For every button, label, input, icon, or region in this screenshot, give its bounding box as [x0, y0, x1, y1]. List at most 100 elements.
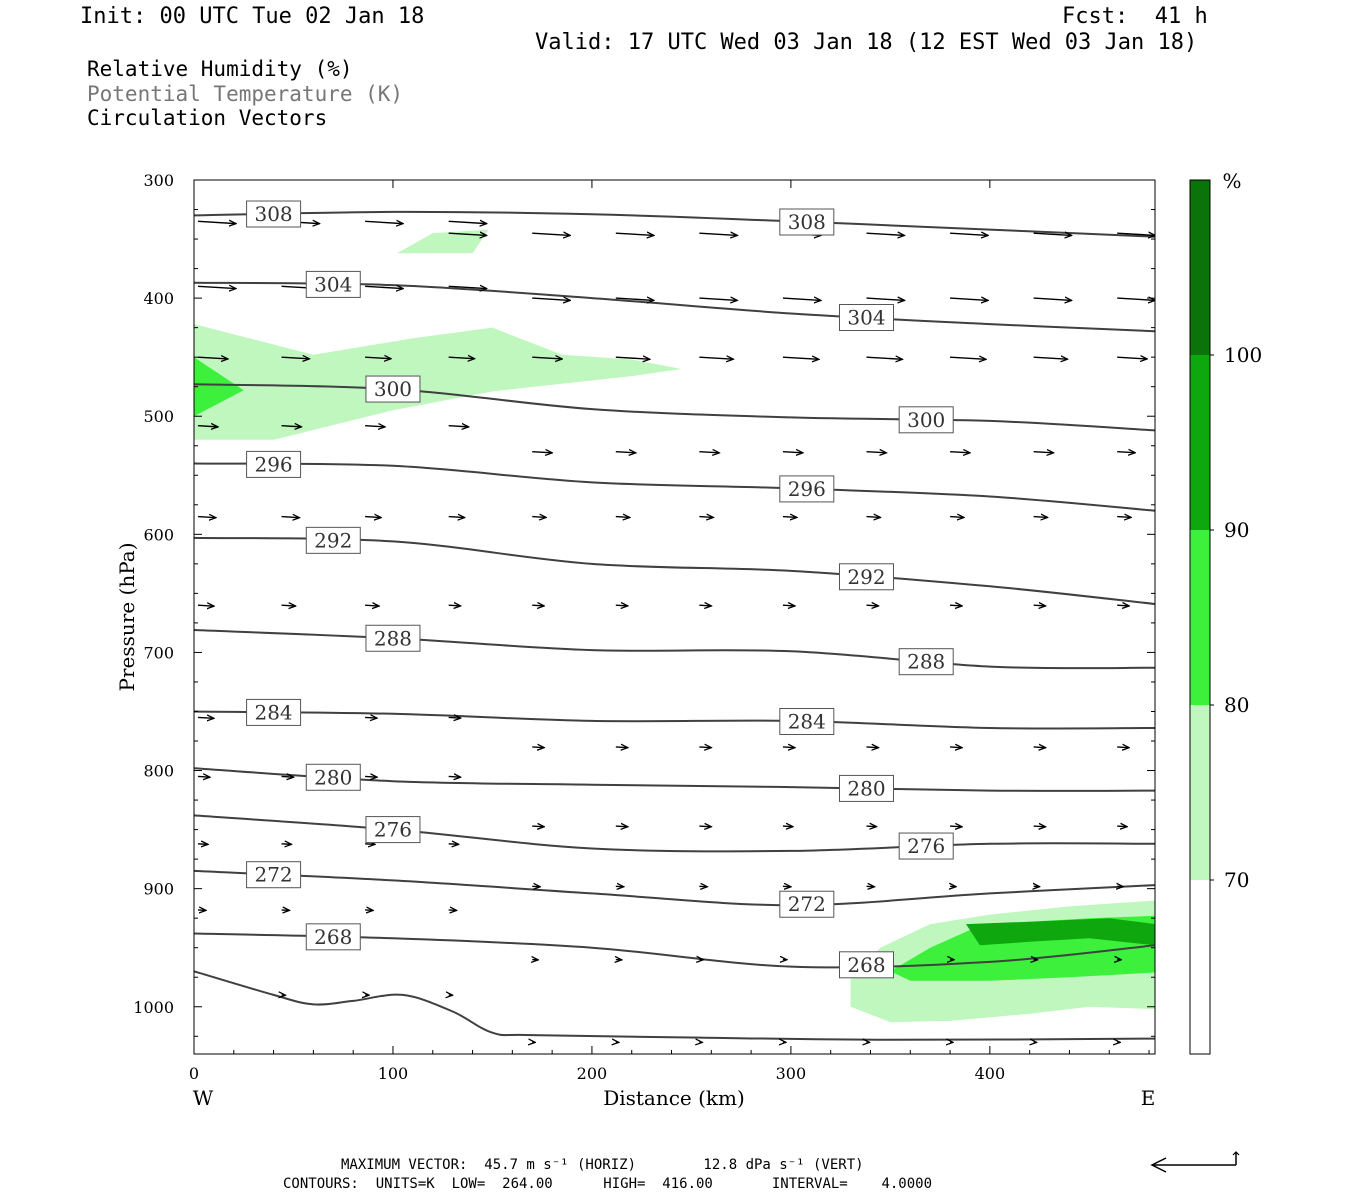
circulation-vector	[532, 747, 544, 748]
colorbar-segment	[1190, 355, 1210, 530]
circulation-vector	[1117, 605, 1129, 606]
circulation-vector	[197, 517, 216, 518]
circulation-vector	[1117, 452, 1135, 453]
circulation-vector	[448, 426, 469, 427]
theta-label-304: 304	[305, 270, 361, 298]
circulation-vector	[1117, 517, 1131, 518]
circulation-vector	[532, 605, 544, 606]
theta-label-text: 276	[907, 834, 945, 858]
circulation-vector	[448, 844, 459, 845]
theta-label-box	[305, 923, 361, 951]
circulation-vector	[1117, 826, 1127, 827]
circulation-vector	[866, 747, 879, 748]
theta-label-text: 296	[254, 452, 292, 476]
theta-label-292: 292	[305, 526, 361, 554]
x-end-label-west: W	[193, 1086, 214, 1110]
circulation-vector	[782, 452, 803, 453]
y-tick-label: 900	[143, 880, 174, 899]
theta-contour-layer	[194, 210, 1155, 1041]
theta-label-box	[898, 648, 954, 676]
theta-label-text: 280	[847, 776, 885, 800]
y-tick-label: 300	[143, 171, 174, 190]
circulation-vector	[615, 747, 628, 748]
circulation-vector	[615, 298, 654, 300]
theta-contour-308	[194, 210, 1155, 238]
legend-vectors: Circulation Vectors	[87, 106, 328, 130]
humidity-region-70	[194, 324, 682, 440]
reference-vector-icon	[1150, 1151, 1240, 1173]
circulation-vector	[782, 747, 795, 748]
circulation-vector	[532, 517, 546, 518]
axis-layer: 0 100 200 300 400 300 400 500 600 700 800 900 1000	[133, 171, 1155, 1083]
circulation-vector	[197, 286, 236, 288]
theta-label-box	[246, 861, 302, 889]
circulation-vector	[197, 426, 218, 427]
plot-frame	[193, 179, 1156, 1055]
theta-contour-304	[194, 281, 1155, 333]
theta-label-308: 308	[246, 200, 302, 228]
theta-label-text: 292	[314, 528, 352, 552]
circulation-vector	[866, 826, 877, 827]
theta-label-text: 308	[788, 210, 826, 234]
colorbar-unit: %	[1222, 169, 1241, 193]
humidity-fill-layer	[194, 229, 1155, 1023]
theta-label-304: 304	[839, 304, 895, 332]
theta-label-text: 296	[788, 477, 826, 501]
theta-label-text: 304	[314, 272, 352, 296]
circulation-vector	[365, 221, 403, 223]
theta-label-box	[898, 832, 954, 860]
theta-label-box	[779, 890, 835, 918]
colorbar-segment	[1190, 705, 1210, 880]
x-tick-label: 100	[378, 1064, 409, 1083]
contour-label-layer: 308 308 304 304 300 300 296 296 292 292 288 288 284 2…	[246, 200, 954, 979]
circulation-vector	[448, 776, 461, 777]
circulation-vector	[950, 826, 962, 827]
y-tick-label: 600	[143, 525, 174, 544]
colorbar-label: 90	[1224, 518, 1249, 542]
circulation-vector	[365, 426, 385, 427]
circulation-vector	[615, 357, 650, 359]
circulation-vector	[699, 826, 711, 827]
y-tick-label: 800	[143, 762, 174, 781]
circulation-vector	[281, 605, 296, 606]
circulation-vector	[950, 517, 964, 518]
circulation-vector	[699, 605, 711, 606]
circulation-vector	[365, 605, 379, 606]
circulation-vector	[866, 233, 905, 235]
circulation-vector	[448, 221, 487, 223]
theta-label-276: 276	[365, 816, 421, 844]
circulation-vector	[782, 826, 793, 827]
theta-label-text: 276	[374, 818, 412, 842]
circulation-vector	[1033, 298, 1072, 300]
theta-contour-292	[194, 536, 1155, 605]
circulation-vector-layer	[197, 221, 1155, 1042]
colorbar-label: 100	[1224, 343, 1262, 367]
circulation-vector	[365, 717, 377, 718]
theta-label-box	[246, 200, 302, 228]
theta-label-text: 268	[314, 925, 352, 949]
theta-label-text: 292	[847, 565, 885, 589]
circulation-vector	[615, 452, 636, 453]
y-tick-label: 400	[143, 289, 174, 308]
colorbar-segment	[1190, 180, 1210, 355]
circulation-vector	[197, 357, 228, 359]
circulation-vector	[615, 233, 654, 235]
y-axis-label: Pressure (hPa)	[115, 543, 139, 692]
circulation-vector	[782, 517, 797, 518]
theta-contour-296	[194, 462, 1155, 512]
colorbar-label: 70	[1224, 868, 1249, 892]
circulation-vector	[699, 747, 711, 748]
theta-label-text: 308	[254, 202, 292, 226]
colorbar-segment	[1190, 530, 1210, 705]
theta-label-box	[365, 375, 421, 403]
circulation-vector	[197, 717, 214, 718]
circulation-vector	[615, 517, 630, 518]
humidity-region-90	[966, 918, 1155, 946]
legend-rh: Relative Humidity (%)	[87, 57, 353, 81]
theta-label-276: 276	[898, 832, 954, 860]
circulation-vector	[1033, 357, 1068, 359]
circulation-vector	[699, 452, 719, 453]
circulation-vector	[1033, 605, 1046, 606]
theta-label-box	[839, 951, 895, 979]
colorbar: 100 90 80 70	[1189, 179, 1262, 1055]
